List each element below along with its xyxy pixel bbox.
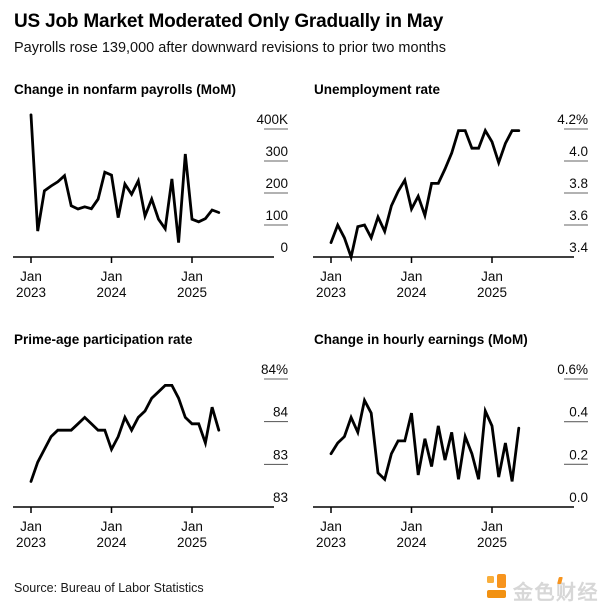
y-tick-label: 0.0 — [569, 490, 588, 505]
x-tick-label-year: 2025 — [477, 535, 507, 550]
y-tick-label: 400K — [256, 112, 288, 127]
x-tick-label-month: Jan — [181, 519, 203, 534]
series-line — [29, 384, 221, 483]
chart-grid: Change in nonfarm payrolls (MoM) 400K 300… — [0, 75, 600, 565]
y-tick-label: 3.8 — [569, 176, 588, 191]
y-tick-label: 200 — [265, 176, 288, 191]
y-tick-label: 3.6 — [569, 208, 588, 223]
x-tick-label-month: Jan — [181, 269, 203, 284]
series-line — [329, 127, 521, 263]
y-tick-label: 0 — [280, 240, 288, 255]
y-tick-label: 100 — [265, 208, 288, 223]
x-tick-label-month: Jan — [481, 269, 503, 284]
logo-vertical-bar — [497, 574, 506, 588]
panel-title-nonfarm-payrolls: Change in nonfarm payrolls (MoM) — [14, 82, 237, 97]
chart-footer: Source: Bureau of Labor Statistics 金色财经 — [0, 565, 600, 611]
panel-unemployment-rate: Unemployment rate 4.2% 4.0 3.8 3.6 3.4 Jan 202… — [300, 75, 600, 325]
x-tick-label-year: 2023 — [16, 535, 46, 550]
y-tick-label: 0.6% — [557, 362, 588, 377]
panel-title-hourly-earnings: Change in hourly earnings (MoM) — [314, 332, 528, 347]
y-tick-label: 83 — [273, 490, 288, 505]
y-tick-label: 0.4 — [569, 405, 588, 420]
panel-title-prime-age-participation: Prime-age participation rate — [14, 332, 193, 347]
source-note: Source: Bureau of Labor Statistics — [14, 581, 204, 595]
x-tick-label-year: 2025 — [477, 285, 507, 300]
page-title: US Job Market Moderated Only Gradually i… — [14, 11, 444, 32]
series-line — [329, 396, 521, 482]
x-tick-label-month: Jan — [20, 269, 42, 284]
panel-nonfarm-payrolls: Change in nonfarm payrolls (MoM) 400K 300… — [0, 75, 300, 325]
y-tick-label: 3.4 — [569, 240, 588, 255]
x-tick-label-year: 2023 — [316, 285, 346, 300]
logo-small-square — [487, 576, 494, 583]
jinse-logo-text: 金色财经 — [513, 582, 599, 604]
y-tick-label: 84 — [273, 405, 289, 420]
y-tick-label: 4.0 — [569, 144, 588, 159]
chart-header: US Job Market Moderated Only Gradually i… — [0, 0, 600, 75]
y-tick-label: 84% — [261, 362, 288, 377]
jinse-finance-logo: 金色财经 — [486, 573, 599, 607]
page-subtitle: Payrolls rose 139,000 after downward rev… — [14, 40, 446, 56]
x-tick-label-year: 2024 — [96, 285, 127, 300]
x-tick-label-month: Jan — [320, 519, 342, 534]
panel-hourly-earnings: Change in hourly earnings (MoM) 0.6% 0.4 0… — [300, 325, 600, 565]
panel-title-unemployment-rate: Unemployment rate — [314, 82, 441, 97]
x-tick-label-month: Jan — [401, 269, 423, 284]
y-tick-label: 0.2 — [569, 447, 588, 462]
x-tick-label-month: Jan — [320, 269, 342, 284]
x-tick-label-month: Jan — [401, 519, 423, 534]
y-tick-label: 83 — [273, 447, 288, 462]
x-tick-label-year: 2025 — [177, 285, 207, 300]
x-tick-label-month: Jan — [481, 519, 503, 534]
jinse-logo-icon — [486, 573, 510, 601]
x-tick-label-month: Jan — [20, 519, 42, 534]
x-tick-label-month: Jan — [101, 269, 123, 284]
x-tick-label-month: Jan — [101, 519, 123, 534]
x-tick-label-year: 2025 — [177, 535, 207, 550]
x-tick-label-year: 2023 — [16, 285, 46, 300]
x-tick-label-year: 2023 — [316, 535, 346, 550]
x-tick-label-year: 2024 — [396, 535, 427, 550]
y-tick-label: 300 — [265, 144, 288, 159]
x-tick-label-year: 2024 — [96, 535, 127, 550]
x-tick-label-year: 2024 — [396, 285, 427, 300]
logo-horizontal-bar — [487, 590, 506, 598]
series-line — [29, 113, 221, 243]
panel-prime-age-participation: Prime-age participation rate 84% 84 83 83 Ja… — [0, 325, 300, 565]
y-tick-label: 4.2% — [557, 112, 588, 127]
